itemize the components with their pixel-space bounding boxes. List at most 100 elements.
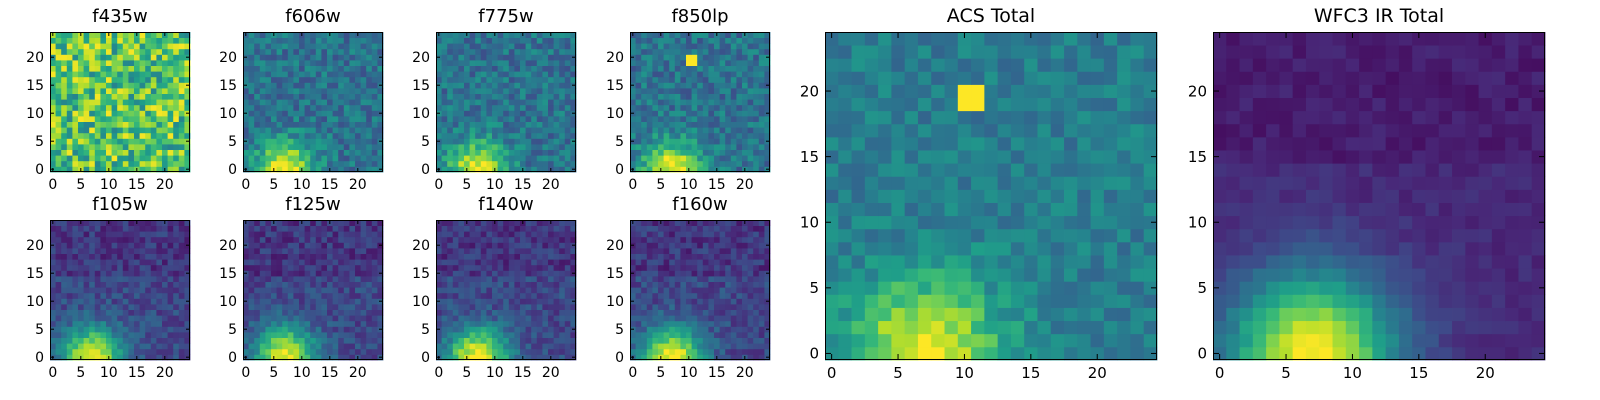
heatmap-cell xyxy=(742,298,748,305)
heatmap-cell xyxy=(265,54,272,61)
heatmap-cell xyxy=(458,155,465,162)
heatmap-cell xyxy=(243,225,249,232)
heatmap-cell xyxy=(265,276,272,282)
heatmap-cell xyxy=(72,292,79,299)
heatmap-cell xyxy=(150,343,157,350)
heatmap-cell xyxy=(61,220,68,226)
heatmap-cell xyxy=(492,337,498,344)
heatmap-cell xyxy=(128,298,135,305)
heatmap-cell xyxy=(525,248,532,254)
heatmap-cell xyxy=(122,248,129,254)
heatmap-cell xyxy=(265,71,272,78)
heatmap-cell xyxy=(349,43,356,50)
heatmap-cell xyxy=(156,144,163,150)
heatmap-cell xyxy=(742,337,748,344)
heatmap-cell xyxy=(758,116,765,122)
heatmap-cell xyxy=(674,343,681,350)
heatmap-cell xyxy=(464,315,470,322)
heatmap-cell xyxy=(78,259,84,266)
heatmap-cell xyxy=(83,270,90,277)
heatmap-cell xyxy=(117,343,124,350)
heatmap-cell xyxy=(464,54,470,61)
heatmap-cell xyxy=(719,138,726,145)
heatmap-cell xyxy=(742,37,748,44)
heatmap-cell xyxy=(100,264,107,271)
heatmap-cell xyxy=(503,155,510,162)
heatmap-cell xyxy=(702,304,709,310)
heatmap-cell xyxy=(117,270,124,277)
heatmap-cell xyxy=(156,242,163,249)
heatmap-cell xyxy=(725,309,732,316)
heatmap-cell xyxy=(570,281,577,288)
heatmap-cell xyxy=(469,337,476,344)
heatmap-cell xyxy=(72,343,79,350)
heatmap-cell xyxy=(469,220,476,226)
y-tick-label: 5 xyxy=(35,322,44,338)
heatmap-cell xyxy=(282,104,289,111)
heatmap-cell xyxy=(293,320,300,327)
heatmap-cell xyxy=(497,332,504,338)
heatmap-cell xyxy=(747,65,754,72)
heatmap-cell xyxy=(436,348,442,355)
heatmap-cell xyxy=(371,326,378,333)
heatmap-cell xyxy=(691,82,698,89)
heatmap-cell xyxy=(553,326,560,333)
heatmap-cell xyxy=(702,121,709,128)
heatmap-cell xyxy=(66,253,73,260)
heatmap-cell xyxy=(338,220,345,226)
heatmap-cell xyxy=(94,93,101,100)
heatmap-cell xyxy=(758,43,765,50)
heatmap-cell xyxy=(475,144,482,150)
heatmap-cell xyxy=(452,298,459,305)
heatmap-cell xyxy=(747,88,754,94)
heatmap-cell xyxy=(167,270,174,277)
heatmap-cell xyxy=(50,287,56,294)
heatmap-cell xyxy=(139,43,146,50)
heatmap-cell xyxy=(486,292,493,299)
heatmap-cells xyxy=(50,32,191,173)
heatmap-cell xyxy=(338,320,345,327)
heatmap-cell xyxy=(271,276,277,282)
heatmap-cell xyxy=(61,248,68,254)
heatmap-cell xyxy=(447,82,454,89)
heatmap-cell xyxy=(310,127,317,134)
heatmap-cell xyxy=(72,132,79,139)
heatmap-cell xyxy=(520,276,526,282)
heatmap-cell xyxy=(173,43,180,50)
heatmap-cell xyxy=(78,110,84,117)
heatmap-cell xyxy=(343,248,350,254)
heatmap-cell xyxy=(725,166,732,173)
heatmap-cell xyxy=(248,121,255,128)
heatmap-cell xyxy=(452,88,459,94)
heatmap-cell xyxy=(355,320,361,327)
heatmap-cell xyxy=(652,121,659,128)
heatmap-cell xyxy=(259,149,266,156)
heatmap-cell xyxy=(55,99,62,106)
heatmap-cell xyxy=(106,236,112,243)
heatmap-cell xyxy=(139,309,146,316)
heatmap-cell xyxy=(66,144,73,150)
heatmap-cell xyxy=(764,48,771,55)
heatmap-cell xyxy=(327,337,333,344)
heatmap-cell xyxy=(271,270,277,277)
heatmap-cell xyxy=(674,71,681,78)
heatmap-cell xyxy=(536,309,543,316)
heatmap-cell xyxy=(150,304,157,310)
heatmap-cell xyxy=(360,259,367,266)
heatmap-cell xyxy=(508,104,515,111)
heatmap-cell xyxy=(742,132,748,139)
heatmap-cell xyxy=(747,309,754,316)
heatmap-cell xyxy=(259,270,266,277)
heatmap-cell xyxy=(377,48,384,55)
heatmap-cell xyxy=(349,231,356,238)
heatmap-cell xyxy=(66,225,73,232)
heatmap-cell xyxy=(299,88,305,94)
heatmap-cell xyxy=(764,60,771,66)
heatmap-cell xyxy=(674,93,681,100)
heatmap-cell xyxy=(66,149,73,156)
heatmap-cell xyxy=(742,343,748,350)
heatmap-cell xyxy=(531,292,538,299)
heatmap-cell xyxy=(719,76,726,83)
heatmap-cell xyxy=(162,298,168,305)
heatmap-cell xyxy=(265,264,272,271)
